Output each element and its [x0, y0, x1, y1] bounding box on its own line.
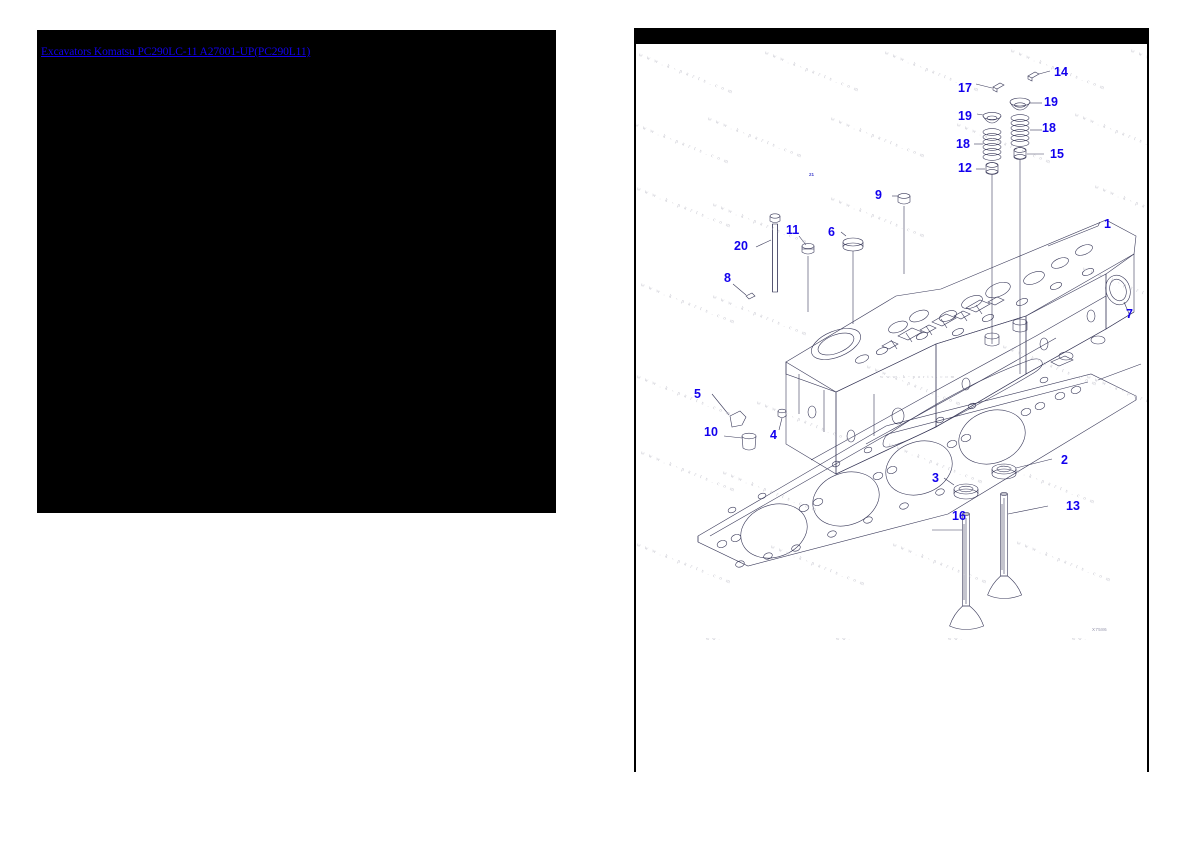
callout-17[interactable]: 17 — [958, 81, 972, 95]
callout-19[interactable]: 19 — [958, 109, 972, 123]
callout-11[interactable]: 11 — [786, 223, 800, 237]
callout-16[interactable]: 16 — [952, 509, 966, 523]
callout-9[interactable]: 9 — [875, 188, 882, 202]
watermark: w w . — [1072, 636, 1087, 641]
callout-8[interactable]: 8 — [724, 271, 731, 285]
figure-index-mark: 21 — [809, 172, 815, 177]
callout-5[interactable]: 5 — [694, 387, 701, 401]
diagram-reference-code: X7586 — [1092, 627, 1108, 632]
callout-18[interactable]: 18 — [956, 137, 970, 151]
diagram-header-bar — [636, 28, 1147, 44]
callout-18b[interactable]: 18 — [1042, 121, 1056, 135]
callout-12[interactable]: 12 — [958, 161, 972, 175]
callout-15[interactable]: 15 — [1050, 147, 1064, 161]
watermark: w w . — [948, 636, 963, 641]
watermark: w w . — [706, 636, 721, 641]
left-content-panel: Excavators Komatsu PC290LC-11 A27001-UP(… — [37, 30, 556, 513]
callout-20[interactable]: 20 — [734, 239, 748, 253]
watermark: w w w . k - p a r t s . c o m — [880, 374, 956, 379]
callout-7[interactable]: 7 — [1126, 307, 1133, 321]
callout-3[interactable]: 3 — [932, 471, 939, 485]
callout-14[interactable]: 14 — [1054, 65, 1068, 79]
cylinder-head-exploded-view-drawing — [697, 70, 1142, 630]
callout-19b[interactable]: 19 — [1044, 95, 1058, 109]
parts-diagram-panel: w w w . k - p a r t s . c o m w w w . k … — [634, 28, 1149, 772]
callout-13[interactable]: 13 — [1066, 499, 1080, 513]
watermark: w w . — [836, 636, 851, 641]
callout-6[interactable]: 6 — [828, 225, 835, 239]
callout-10[interactable]: 10 — [704, 425, 718, 439]
parts-catalog-title-link[interactable]: Excavators Komatsu PC290LC-11 A27001-UP(… — [41, 46, 311, 58]
diagram-drawing-area: w w w . k - p a r t s . c o m w w w . k … — [636, 44, 1147, 772]
callout-2[interactable]: 2 — [1061, 453, 1068, 467]
callout-1[interactable]: 1 — [1104, 217, 1111, 231]
callout-4[interactable]: 4 — [770, 428, 777, 442]
